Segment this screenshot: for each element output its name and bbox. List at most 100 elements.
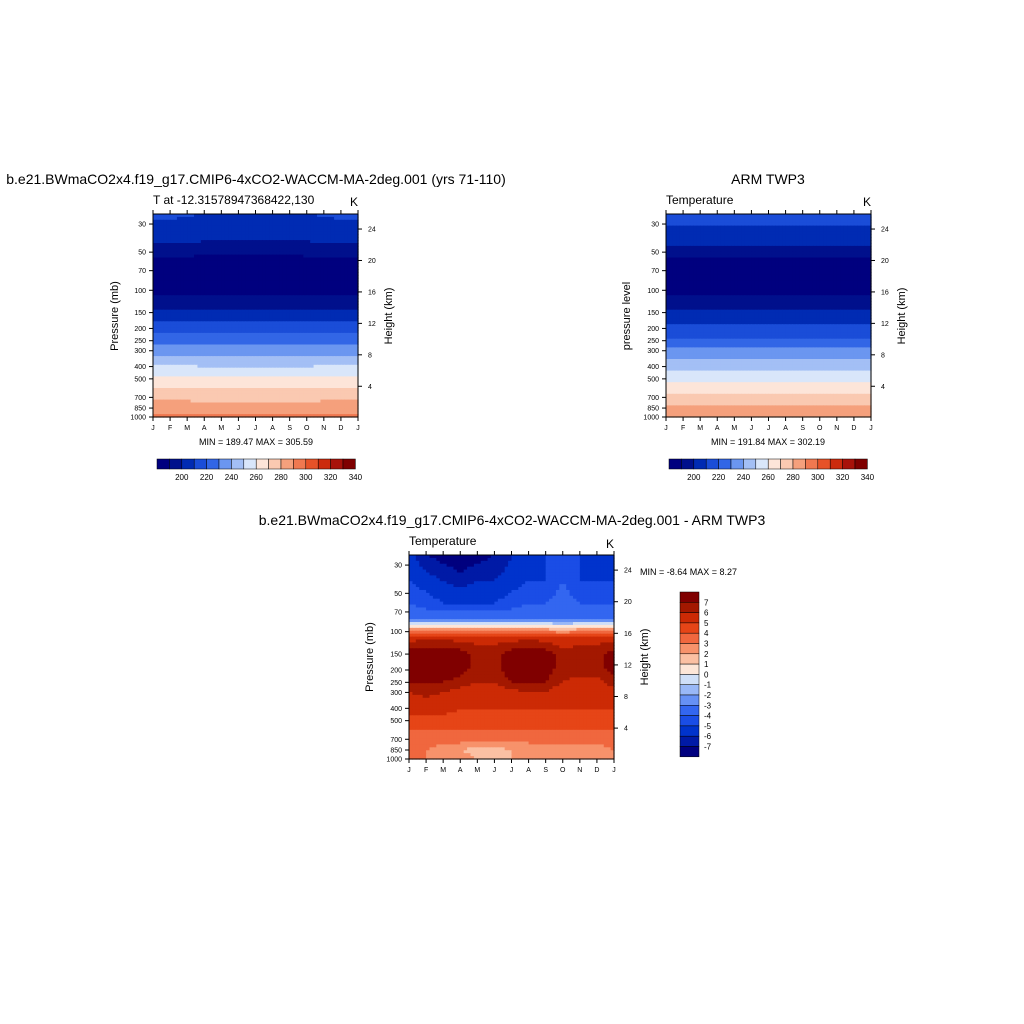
contour-cell [276, 219, 281, 224]
contour-cell [676, 231, 681, 235]
contour-cell [303, 327, 308, 331]
contour-cell [337, 231, 342, 235]
contour-cell [272, 216, 277, 221]
contour-cell [330, 350, 335, 354]
contour-cell [765, 214, 770, 218]
contour-cell [320, 306, 325, 311]
contour-cell [282, 254, 287, 259]
contour-cell [265, 263, 270, 267]
contour-cell [354, 272, 359, 276]
contour-cell [214, 411, 219, 415]
contour-cell [235, 286, 240, 290]
contour-cell [204, 266, 209, 270]
contour-cell [730, 228, 735, 232]
contour-cell [176, 219, 181, 224]
contour-cell [197, 222, 202, 227]
contour-cell [334, 214, 339, 218]
contour-cell [163, 254, 168, 259]
contour-cell [214, 414, 219, 418]
contour-cell [245, 379, 250, 383]
contour-cell [224, 338, 229, 343]
contour-cell [252, 364, 257, 369]
contour-cell [737, 214, 742, 218]
contour-cell [221, 248, 226, 253]
contour-cell [354, 393, 359, 398]
contour-cell [286, 243, 291, 247]
contour-cell [269, 335, 274, 340]
contour-cell [228, 379, 233, 383]
contour-cell [265, 344, 270, 348]
contour-cell [323, 315, 328, 319]
contour-cell [320, 373, 325, 377]
contour-cell [313, 408, 318, 412]
colorbar-box [193, 458, 207, 470]
contour-cell [163, 344, 168, 348]
contour-cell [853, 222, 858, 227]
contour-cell [248, 356, 253, 360]
contour-cell [272, 350, 277, 354]
contour-cell [231, 251, 236, 256]
contour-cell [867, 225, 872, 230]
contour-cell [221, 312, 226, 317]
contour-cell [156, 231, 161, 235]
contour-cell [228, 344, 233, 348]
contour-cell [217, 219, 222, 224]
contour-cell [337, 286, 342, 290]
contour-cell [176, 396, 181, 401]
contour-cell [170, 338, 175, 343]
contour-cell [194, 379, 199, 383]
contour-cell [159, 289, 164, 293]
contour-cell [248, 396, 253, 401]
contour-cell [340, 306, 345, 311]
contour-cell [843, 216, 848, 221]
panel2-left-string: Temperature [666, 193, 734, 207]
contour-cell [190, 251, 195, 256]
contour-cell [306, 379, 311, 383]
contour-cell [221, 289, 226, 293]
contour-cell [238, 266, 243, 270]
contour-cell [262, 292, 267, 296]
contour-cell [245, 303, 250, 308]
contour-cell [327, 292, 332, 296]
contour-cell [334, 402, 339, 406]
contour-cell [344, 330, 349, 334]
contour-cell [317, 234, 322, 238]
contour-cell [235, 411, 240, 415]
contour-cell [207, 216, 212, 221]
contour-cell [334, 222, 339, 227]
contour-cell [286, 266, 291, 270]
contour-cell [347, 266, 352, 270]
contour-cell [231, 414, 236, 418]
contour-cell [170, 298, 175, 302]
contour-cell [282, 330, 287, 334]
contour-cell [293, 373, 298, 377]
contour-cell [173, 245, 178, 250]
contour-cell [163, 306, 168, 311]
contour-cell [190, 390, 195, 395]
contour-cell [153, 385, 158, 389]
contour-cell [170, 280, 175, 285]
contour-cell [183, 402, 188, 406]
contour-cell [330, 373, 335, 377]
contour-cell [323, 332, 328, 337]
contour-cell [228, 405, 233, 409]
contour-cell [340, 338, 345, 343]
contour-cell [194, 222, 199, 227]
contour-cell [176, 240, 181, 244]
contour-cell [351, 332, 356, 337]
contour-cell [320, 335, 325, 340]
contour-cell [166, 274, 171, 279]
contour-cell [190, 385, 195, 389]
contour-cell [238, 237, 243, 241]
contour-cell [187, 237, 192, 241]
contour-cell [176, 370, 181, 375]
contour-cell [156, 283, 161, 288]
contour-cell [286, 382, 291, 386]
contour-cell [323, 222, 328, 227]
contour-cell [337, 277, 342, 282]
contour-cell [224, 309, 229, 314]
contour-cell [354, 228, 359, 232]
contour-cell [330, 295, 335, 299]
contour-cell [153, 216, 158, 221]
contour-cell [245, 263, 250, 267]
